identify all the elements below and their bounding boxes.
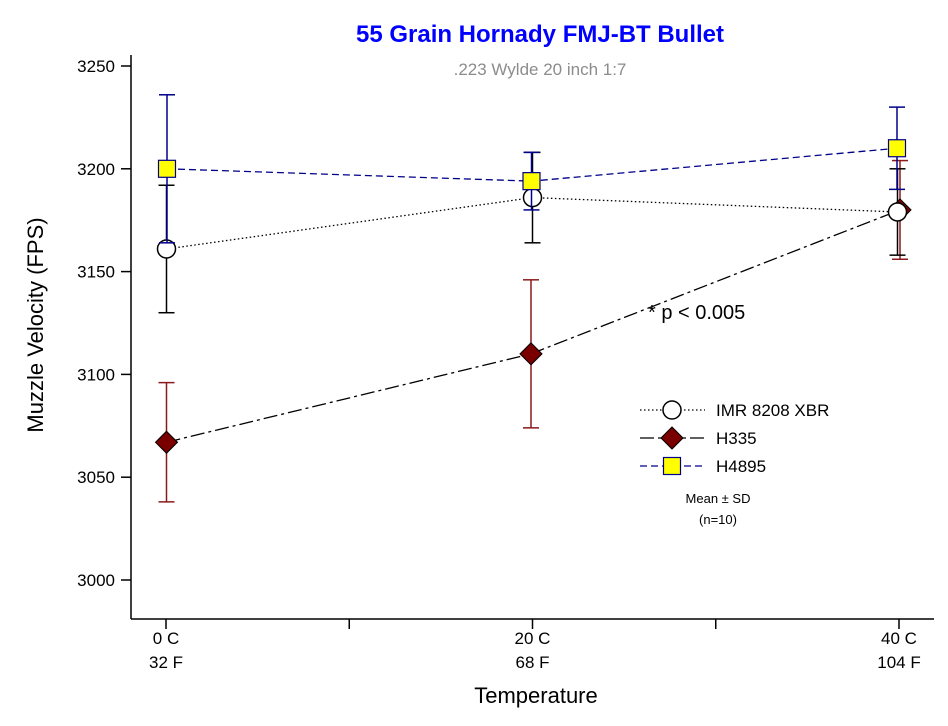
data-point [157, 159, 177, 178]
data-point [522, 172, 541, 191]
series-h335 [154, 159, 912, 503]
x-axis-title: Temperature [474, 683, 598, 708]
x-tick-label-fahrenheit: 104 F [877, 653, 920, 672]
y-axis-title: Muzzle Velocity (FPS) [23, 217, 48, 432]
legend-item: H335 [640, 426, 757, 450]
axes: 3000 3050 3100 3150 3200 3250 0 C 32 F 20 C 68 F 4… [77, 55, 934, 672]
data-point [154, 430, 179, 454]
significance-annotation: * p < 0.005 [648, 302, 745, 324]
data-point [522, 187, 543, 208]
y-tick-label: 3050 [77, 468, 115, 487]
y-tick-label: 3150 [77, 263, 115, 282]
legend-note-n: (n=10) [699, 512, 737, 527]
x-tick-label-fahrenheit: 68 F [515, 653, 549, 672]
x-tick-label-celsius: 20 C [515, 629, 551, 648]
x-tick-label-celsius: 0 C [153, 629, 179, 648]
series-imr-8208-xbr [156, 151, 908, 314]
data-point [519, 342, 543, 366]
chart-title: 55 Grain Hornady FMJ-BT Bullet [356, 21, 724, 48]
data-point [887, 139, 907, 158]
series-h4895 [157, 94, 907, 244]
legend-marker [662, 400, 682, 420]
legend-label: H335 [716, 429, 757, 448]
series-line [166, 196, 898, 250]
series-layer [154, 94, 912, 503]
legend-note-stat: Mean ± SD [686, 491, 751, 506]
legend-item: H4895 [640, 456, 766, 476]
y-tick-label: 3200 [77, 160, 115, 179]
x-tick-label-fahrenheit: 32 F [149, 653, 183, 672]
y-tick-label: 3250 [77, 57, 115, 76]
legend-label: H4895 [716, 457, 766, 476]
y-tick-label: 3000 [77, 571, 115, 590]
legend-item: IMR 8208 XBR [640, 400, 829, 420]
legend-marker [662, 456, 682, 476]
legend: IMR 8208 XBR H335 H4895 Mean ± SD (n=10) [640, 400, 829, 527]
x-tick-label-celsius: 40 C [881, 629, 917, 648]
data-point [887, 202, 908, 222]
y-tick-label: 3100 [77, 365, 115, 384]
legend-label: IMR 8208 XBR [716, 401, 829, 420]
chart-subtitle: .223 Wylde 20 inch 1:7 [454, 60, 627, 79]
legend-marker [660, 426, 684, 450]
